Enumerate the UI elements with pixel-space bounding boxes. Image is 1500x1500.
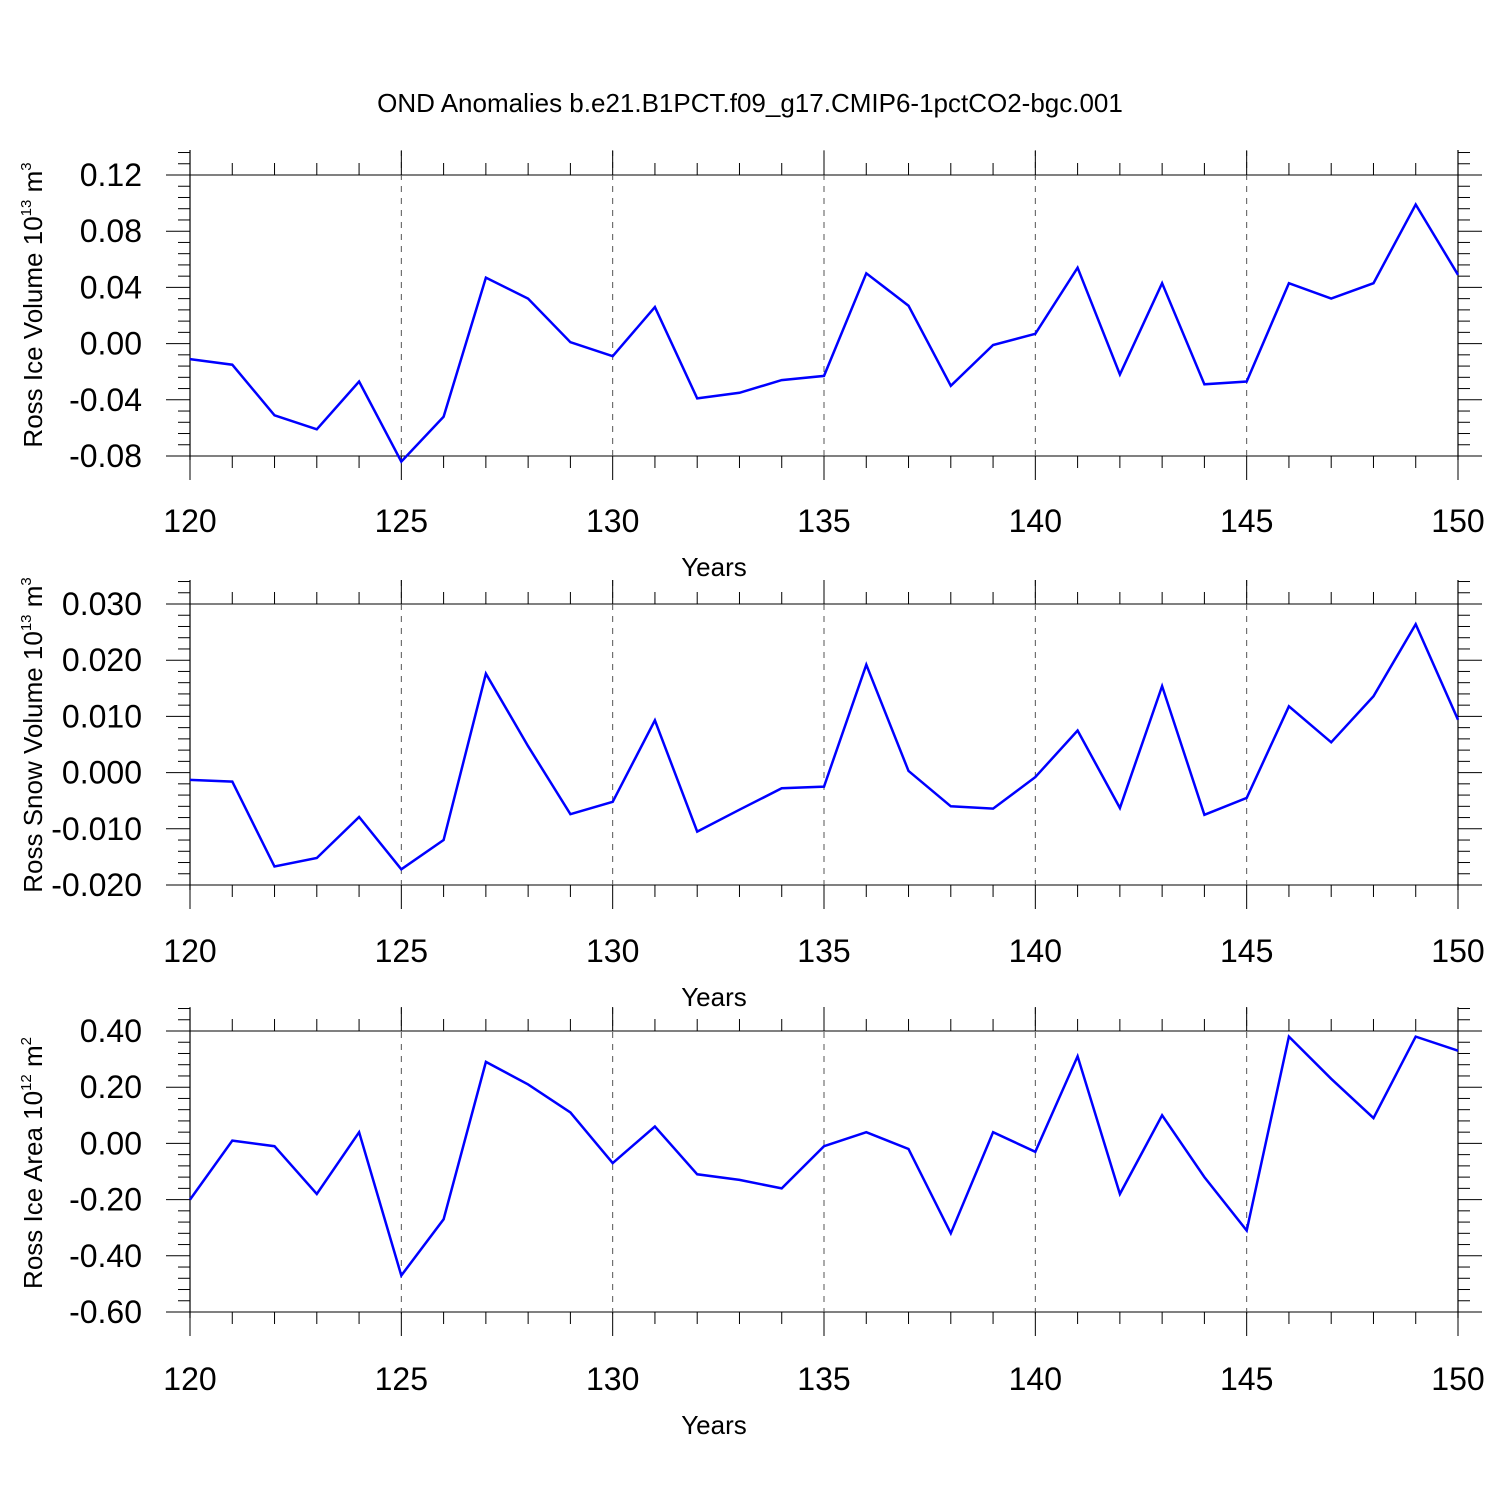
x-tick-label: 135 (797, 503, 850, 539)
x-tick-label: 145 (1220, 503, 1273, 539)
y-tick-label: 0.000 (62, 755, 142, 791)
y-tick-label: 0.40 (80, 1013, 142, 1049)
y-tick-label: -0.40 (69, 1238, 142, 1274)
x-tick-label: 125 (375, 1361, 428, 1397)
x-tick-label: 140 (1009, 503, 1062, 539)
y-tick-label: 0.030 (62, 586, 142, 622)
y-tick-label: 0.08 (80, 213, 142, 249)
y-tick-label: 0.12 (80, 157, 142, 193)
x-tick-label: 125 (375, 933, 428, 969)
y-tick-label: 0.04 (80, 269, 142, 305)
x-axis-title: Years (681, 982, 747, 1012)
y-tick-label: 0.00 (80, 326, 142, 362)
chart-title: OND Anomalies b.e21.B1PCT.f09_g17.CMIP6-… (377, 88, 1123, 118)
y-tick-label: -0.04 (69, 382, 142, 418)
y-tick-label: -0.08 (69, 438, 142, 474)
x-tick-label: 145 (1220, 933, 1273, 969)
x-tick-label: 140 (1009, 933, 1062, 969)
y-tick-label: 0.20 (80, 1069, 142, 1105)
y-tick-label: -0.010 (51, 811, 142, 847)
x-tick-label: 135 (797, 1361, 850, 1397)
x-tick-label: 130 (586, 1361, 639, 1397)
y-tick-label: -0.60 (69, 1294, 142, 1330)
series-line (189, 201, 1460, 464)
x-tick-label: 120 (163, 933, 216, 969)
y-tick-label: -0.20 (69, 1182, 142, 1218)
x-tick-label: 120 (163, 1361, 216, 1397)
y-axis-title: Ross Ice Volume 1013 m3 (18, 162, 48, 447)
series-line (188, 1034, 1459, 1279)
chart-panel-3: 0.40 0.20 0.00 -0.20 -0.40 -0.60 120 125 130 135 1… (18, 1007, 1485, 1440)
y-tick-label: 0.010 (62, 698, 142, 734)
x-tick-label: 145 (1220, 1361, 1273, 1397)
y-tick-label: -0.020 (51, 867, 142, 903)
x-tick-label: 130 (586, 933, 639, 969)
y-tick-label: 0.020 (62, 642, 142, 678)
chart-panel-1: 0.12 0.08 0.04 0.00 -0.04 -0.08 120 125 130 135 14… (18, 150, 1485, 582)
x-tick-label: 150 (1431, 933, 1484, 969)
chart-panel-2: 0.030 0.020 0.010 0.000 -0.010 -0.020 120 125 13… (18, 577, 1485, 1012)
x-tick-label: 135 (797, 933, 850, 969)
x-axis-title: Years (681, 1410, 747, 1440)
x-axis-title: Years (681, 552, 747, 582)
x-tick-label: 130 (586, 503, 639, 539)
y-axis-title: Ross Ice Area 1012 m2 (18, 1037, 48, 1289)
x-tick-label: 150 (1431, 1361, 1484, 1397)
x-tick-label: 125 (375, 503, 428, 539)
x-tick-label: 140 (1009, 1361, 1062, 1397)
y-axis-title: Ross Snow Volume 1013 m3 (18, 577, 48, 893)
y-tick-label: 0.00 (80, 1125, 142, 1161)
x-tick-label: 120 (163, 503, 216, 539)
series-line (189, 621, 1460, 871)
x-tick-label: 150 (1431, 503, 1484, 539)
